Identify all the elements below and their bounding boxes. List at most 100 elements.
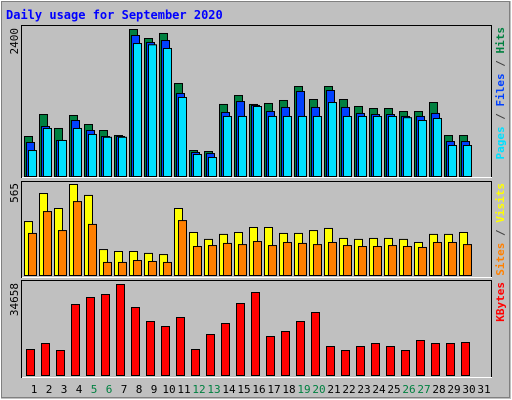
bar (43, 211, 52, 277)
bar (463, 244, 472, 277)
x-tick-label: 21 (327, 383, 340, 396)
x-tick-label: 25 (387, 383, 400, 396)
bar (313, 115, 322, 177)
bar (163, 261, 172, 276)
bar (133, 43, 142, 178)
x-tick-label: 9 (151, 383, 158, 396)
bar (56, 350, 65, 377)
x-tick-label: 19 (297, 383, 310, 396)
bar (86, 296, 95, 377)
bar (193, 246, 202, 276)
bar (26, 349, 35, 377)
bar (433, 117, 442, 177)
legend: KBytes (494, 282, 507, 322)
x-tick-label: 3 (61, 383, 68, 396)
legend-separator: / (494, 223, 507, 243)
bar (268, 245, 277, 277)
bar (418, 120, 427, 177)
bar (223, 242, 232, 276)
bar (253, 105, 262, 177)
bar (388, 245, 397, 277)
bar (433, 241, 442, 276)
legend-separator: / (494, 54, 507, 74)
y-tick-label: 34658 (8, 283, 21, 316)
bar (178, 220, 187, 277)
bar (41, 343, 50, 377)
bar (298, 242, 307, 276)
bar (343, 115, 352, 177)
x-tick-label: 27 (417, 383, 430, 396)
bar (103, 261, 112, 276)
bar (328, 241, 337, 276)
bar (176, 316, 185, 376)
bar (251, 292, 260, 376)
bar (328, 102, 337, 177)
bar (58, 139, 67, 177)
bar (283, 241, 292, 276)
x-tick-label: 16 (252, 383, 265, 396)
bar (146, 321, 155, 377)
bar (103, 136, 112, 178)
bar (266, 336, 275, 377)
bar (28, 150, 37, 177)
legend-entry: Sites (494, 243, 507, 276)
bar (463, 145, 472, 178)
chart-title: Daily usage for September 2020 (6, 8, 223, 22)
bar (373, 246, 382, 276)
bar (386, 345, 395, 377)
x-tick-label: 17 (267, 383, 280, 396)
bar (448, 241, 457, 276)
bar (148, 44, 157, 177)
bar (461, 342, 470, 377)
bar (403, 246, 412, 276)
x-tick-label: 30 (462, 383, 475, 396)
legend-entry: Hits (494, 27, 507, 54)
bar (311, 312, 320, 376)
bar (418, 246, 427, 276)
x-tick-label: 26 (402, 383, 415, 396)
bar (191, 349, 200, 377)
x-tick-label: 14 (222, 383, 236, 396)
x-tick-label: 15 (237, 383, 250, 396)
bar (371, 343, 380, 377)
bar (313, 244, 322, 277)
bar (238, 115, 247, 177)
bar (343, 245, 352, 277)
bar (373, 115, 382, 177)
bar (446, 343, 455, 377)
x-tick-label: 4 (76, 383, 83, 396)
x-tick-label: 6 (106, 383, 113, 396)
bar (296, 321, 305, 377)
bar (208, 157, 217, 177)
x-tick-label: 31 (477, 383, 490, 396)
bar (163, 47, 172, 177)
bar (193, 154, 202, 177)
legend: Sites / Visits (494, 183, 507, 276)
bar (58, 230, 67, 277)
bar (43, 127, 52, 177)
bar (416, 340, 425, 376)
legend-entry: Files (494, 73, 507, 106)
bar (358, 246, 367, 276)
x-tick-label: 24 (372, 383, 386, 396)
bar (73, 201, 82, 277)
bar (403, 117, 412, 177)
legend-entry: KBytes (494, 282, 507, 322)
x-tick-label: 12 (192, 383, 205, 396)
x-tick-label: 8 (136, 383, 143, 396)
bar (161, 326, 170, 376)
x-tick-label: 11 (177, 383, 190, 396)
bar (88, 223, 97, 276)
bar (118, 261, 127, 276)
bar (148, 260, 157, 276)
bar (388, 115, 397, 177)
x-tick-label: 22 (342, 383, 355, 396)
bar (283, 115, 292, 177)
bar (131, 307, 140, 377)
x-tick-label: 5 (91, 383, 98, 396)
x-tick-label: 20 (312, 383, 325, 396)
bar (118, 136, 127, 178)
x-tick-label: 13 (207, 383, 220, 396)
